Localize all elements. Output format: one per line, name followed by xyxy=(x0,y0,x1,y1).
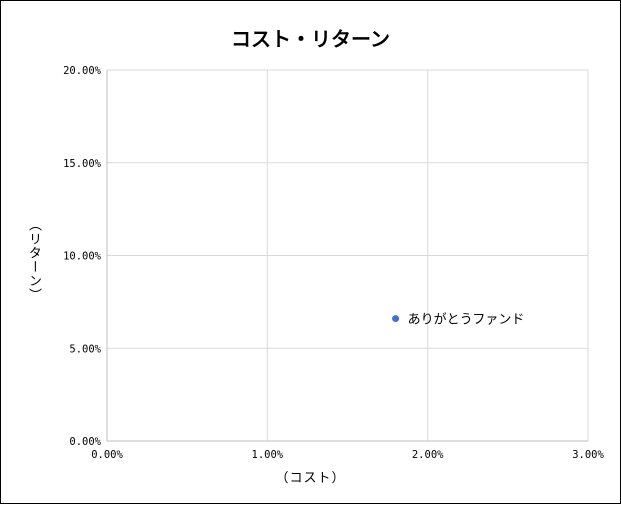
x-tick-label-2: 2.00% xyxy=(412,449,444,461)
data-label-0: ありがとうファンド xyxy=(408,313,525,328)
data-point-0 xyxy=(392,315,400,323)
y-axis-title: （リターン） xyxy=(26,218,41,302)
y-tick-label-0: 0.00% xyxy=(69,436,101,448)
y-tick-label-2: 10.00% xyxy=(63,251,102,263)
x-tick-label-1: 1.00% xyxy=(252,449,284,461)
y-tick-label-1: 5.00% xyxy=(69,343,101,355)
x-axis-title: （コスト） xyxy=(275,471,346,486)
x-tick-label-3: 3.00% xyxy=(572,449,604,461)
chart-title: コスト・リターン xyxy=(231,27,390,51)
x-tick-label-0: 0.00% xyxy=(91,449,123,461)
y-tick-label-4: 20.00% xyxy=(63,65,102,77)
y-tick-label-3: 15.00% xyxy=(63,158,102,170)
